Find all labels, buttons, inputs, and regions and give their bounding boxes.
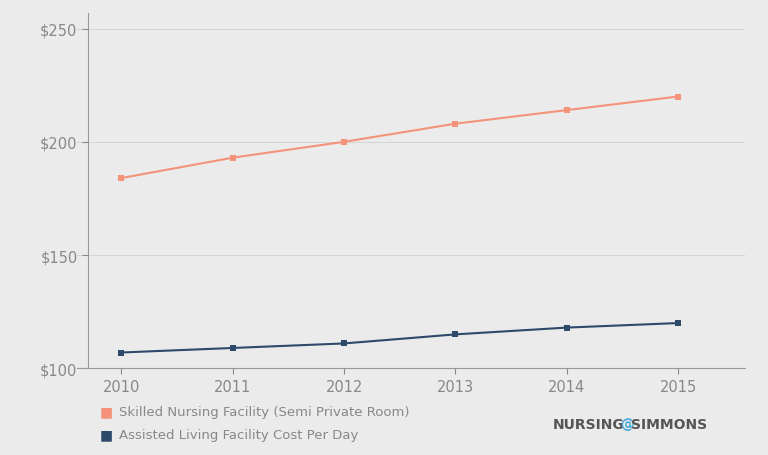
Skilled Nursing Facility (Semi Private Room) — [562, 108, 571, 114]
Skilled Nursing Facility (Semi Private Room) — [228, 156, 237, 161]
Line: Skilled Nursing Facility (Semi Private Room): Skilled Nursing Facility (Semi Private R… — [118, 95, 681, 182]
Text: SIMMONS: SIMMONS — [631, 417, 707, 431]
Text: ■: ■ — [100, 428, 113, 441]
Assisted Living Facility Cost Per Day — [228, 345, 237, 351]
Text: NURSING: NURSING — [553, 417, 624, 431]
Assisted Living Facility Cost Per Day — [674, 321, 683, 326]
Assisted Living Facility Cost Per Day — [117, 350, 126, 355]
Text: Skilled Nursing Facility (Semi Private Room): Skilled Nursing Facility (Semi Private R… — [119, 405, 409, 418]
Assisted Living Facility Cost Per Day — [562, 325, 571, 331]
Line: Assisted Living Facility Cost Per Day: Assisted Living Facility Cost Per Day — [118, 321, 681, 355]
Skilled Nursing Facility (Semi Private Room) — [674, 95, 683, 100]
Assisted Living Facility Cost Per Day — [451, 332, 460, 337]
Assisted Living Facility Cost Per Day — [339, 341, 349, 346]
Text: ■: ■ — [100, 405, 113, 419]
Skilled Nursing Facility (Semi Private Room) — [451, 121, 460, 127]
Skilled Nursing Facility (Semi Private Room) — [339, 140, 349, 145]
Text: @: @ — [621, 417, 634, 431]
Skilled Nursing Facility (Semi Private Room) — [117, 176, 126, 182]
Text: Assisted Living Facility Cost Per Day: Assisted Living Facility Cost Per Day — [119, 428, 359, 441]
